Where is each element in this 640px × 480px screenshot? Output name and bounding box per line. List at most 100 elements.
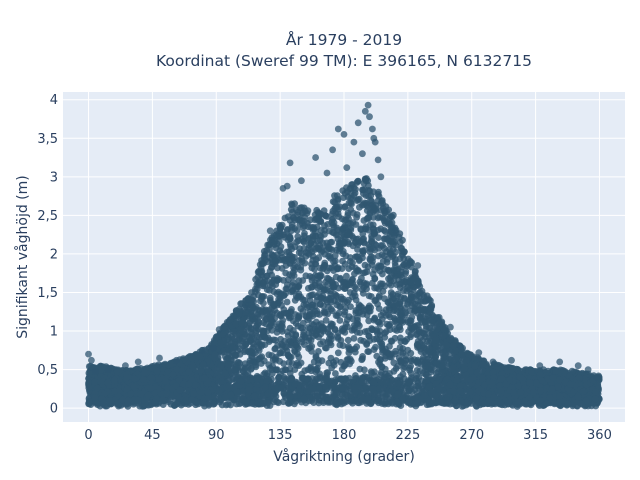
data-point bbox=[323, 239, 331, 247]
data-point bbox=[272, 257, 279, 265]
data-point bbox=[409, 275, 417, 283]
data-point bbox=[298, 335, 306, 343]
data-point bbox=[452, 347, 460, 355]
data-point bbox=[253, 327, 261, 334]
data-points bbox=[85, 101, 603, 410]
data-point bbox=[264, 327, 271, 335]
data-point bbox=[319, 338, 327, 346]
data-point bbox=[440, 326, 448, 333]
data-point bbox=[374, 300, 381, 308]
data-point bbox=[297, 266, 305, 274]
data-point bbox=[404, 299, 412, 306]
data-point bbox=[328, 219, 336, 226]
data-point bbox=[269, 301, 277, 308]
data-point bbox=[404, 284, 411, 291]
data-point bbox=[301, 341, 308, 348]
data-point bbox=[217, 339, 224, 346]
data-point bbox=[398, 279, 405, 287]
data-point bbox=[359, 310, 367, 318]
data-point bbox=[295, 290, 303, 298]
data-point bbox=[397, 334, 404, 342]
data-point bbox=[291, 348, 299, 355]
data-point bbox=[440, 332, 447, 340]
data-point bbox=[269, 362, 276, 370]
data-point bbox=[389, 211, 397, 219]
data-point bbox=[408, 313, 416, 321]
data-point bbox=[283, 248, 291, 256]
data-point bbox=[330, 361, 338, 369]
data-point bbox=[366, 208, 374, 216]
data-point bbox=[344, 336, 352, 344]
data-point bbox=[314, 272, 321, 280]
data-point bbox=[375, 285, 382, 293]
data-point bbox=[397, 359, 405, 366]
data-point bbox=[303, 313, 310, 321]
data-point bbox=[134, 365, 141, 373]
data-point bbox=[378, 251, 386, 259]
data-point bbox=[365, 187, 373, 194]
data-point bbox=[233, 307, 240, 315]
data-point bbox=[320, 287, 328, 294]
data-point bbox=[268, 264, 275, 271]
data-point bbox=[423, 371, 430, 379]
data-point bbox=[446, 347, 454, 355]
data-point bbox=[277, 349, 285, 357]
data-point bbox=[312, 353, 320, 361]
data-point bbox=[339, 283, 347, 291]
data-point bbox=[276, 357, 284, 365]
data-point bbox=[314, 209, 322, 216]
data-point bbox=[257, 307, 264, 315]
data-point bbox=[307, 240, 315, 248]
data-point bbox=[274, 251, 281, 259]
data-point bbox=[386, 351, 394, 358]
data-point bbox=[161, 360, 169, 368]
data-point bbox=[253, 332, 261, 340]
data-point bbox=[354, 177, 362, 185]
data-point bbox=[263, 246, 271, 254]
data-point bbox=[434, 314, 442, 321]
data-point bbox=[467, 367, 474, 375]
data-point bbox=[323, 213, 331, 220]
data-point bbox=[308, 301, 316, 309]
data-point bbox=[302, 272, 310, 280]
data-point bbox=[320, 302, 327, 310]
data-point bbox=[327, 294, 334, 302]
data-point bbox=[436, 319, 443, 327]
data-point bbox=[338, 365, 346, 373]
data-point bbox=[241, 360, 249, 367]
data-point bbox=[489, 368, 497, 376]
data-point bbox=[328, 332, 336, 340]
data-point bbox=[341, 216, 349, 224]
data-point bbox=[394, 290, 402, 298]
data-point bbox=[356, 365, 364, 373]
data-point bbox=[309, 223, 317, 231]
data-point bbox=[353, 211, 361, 218]
data-point bbox=[414, 302, 422, 309]
data-point bbox=[400, 364, 407, 372]
data-point bbox=[332, 257, 339, 265]
data-point bbox=[372, 343, 379, 351]
data-point bbox=[273, 366, 281, 374]
data-point bbox=[392, 248, 400, 256]
data-point bbox=[260, 293, 268, 300]
data-point bbox=[381, 245, 388, 252]
data-point bbox=[347, 206, 355, 214]
data-point bbox=[304, 207, 312, 215]
data-point bbox=[270, 336, 277, 344]
data-point bbox=[407, 333, 414, 341]
data-point bbox=[423, 356, 431, 363]
data-point bbox=[284, 213, 292, 221]
data-point bbox=[318, 294, 325, 302]
data-point bbox=[258, 268, 265, 276]
data-point bbox=[329, 198, 337, 206]
data-point bbox=[293, 227, 301, 234]
data-point bbox=[298, 258, 306, 265]
data-point bbox=[235, 358, 242, 366]
data-point bbox=[359, 248, 367, 256]
data-point bbox=[341, 324, 349, 332]
data-point bbox=[307, 337, 315, 344]
data-point bbox=[300, 301, 308, 309]
data-point bbox=[289, 317, 297, 325]
data-point bbox=[269, 251, 276, 259]
